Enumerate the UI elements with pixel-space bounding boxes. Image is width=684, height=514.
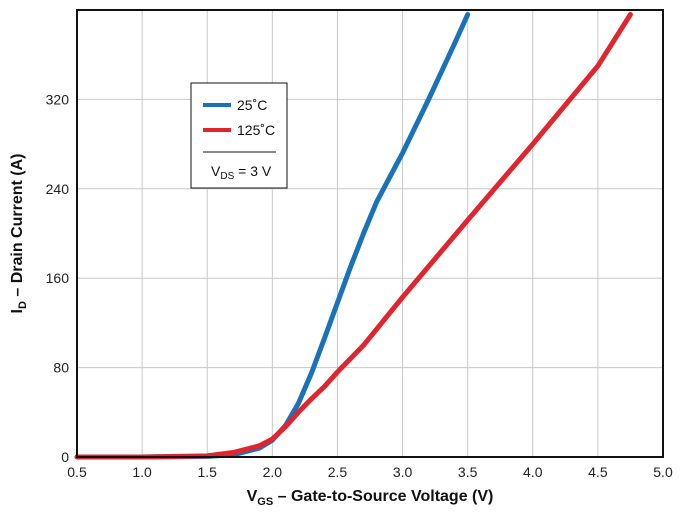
series-line-1 xyxy=(74,12,633,460)
y-tick-label: 160 xyxy=(46,270,70,286)
y-tick-label: 320 xyxy=(46,91,70,107)
legend-label-125c: 125˚C xyxy=(237,122,275,138)
grid xyxy=(76,10,664,458)
x-tick-label: 2.5 xyxy=(328,464,348,480)
x-tick-labels: 0.5 1.0 1.5 2.0 2.5 3.0 3.5 4.0 4.5 5.0 xyxy=(67,464,673,480)
x-tick-label: 3.5 xyxy=(458,464,478,480)
x-tick-label: 2.0 xyxy=(263,464,283,480)
x-tick-label: 3.0 xyxy=(393,464,413,480)
y-axis-title: ID – Drain Current (A) xyxy=(9,154,29,314)
x-tick-label: 1.0 xyxy=(132,464,152,480)
y-tick-label: 80 xyxy=(53,360,69,376)
x-tick-label: 0.5 xyxy=(67,464,87,480)
y-tick-label: 0 xyxy=(61,449,69,465)
series-layer xyxy=(74,12,633,460)
x-axis-title: VGS – Gate-to-Source Voltage (V) xyxy=(247,488,494,508)
x-tick-label: 5.0 xyxy=(653,464,673,480)
plot-frame xyxy=(76,9,664,458)
x-tick-label: 4.5 xyxy=(588,464,608,480)
legend-annotation-vds: VDS = 3 V xyxy=(211,163,272,182)
y-tick-label: 240 xyxy=(46,181,70,197)
legend-label-25c: 25˚C xyxy=(237,97,267,113)
legend-box xyxy=(190,82,288,189)
y-tick-labels: 0 80 160 240 320 xyxy=(46,91,70,465)
legend: 25˚C 125˚C VDS = 3 V xyxy=(190,82,288,189)
x-tick-label: 1.5 xyxy=(197,464,217,480)
x-tick-label: 4.0 xyxy=(523,464,543,480)
